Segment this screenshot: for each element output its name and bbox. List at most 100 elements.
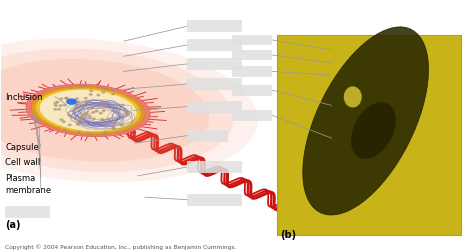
Ellipse shape	[303, 28, 428, 215]
Circle shape	[65, 98, 68, 99]
Ellipse shape	[0, 60, 210, 162]
Circle shape	[102, 102, 105, 104]
Circle shape	[83, 105, 86, 107]
Ellipse shape	[0, 49, 234, 172]
Ellipse shape	[36, 89, 141, 133]
Ellipse shape	[26, 85, 150, 137]
Circle shape	[60, 99, 63, 100]
Circle shape	[90, 91, 93, 92]
Circle shape	[102, 92, 105, 93]
Circle shape	[67, 100, 76, 105]
Bar	[187, 101, 242, 113]
Circle shape	[84, 98, 87, 100]
Bar	[5, 206, 50, 218]
Ellipse shape	[40, 90, 137, 132]
Circle shape	[64, 130, 67, 131]
Circle shape	[84, 85, 87, 87]
Circle shape	[112, 129, 115, 130]
Bar	[187, 58, 242, 71]
Circle shape	[75, 104, 78, 105]
Circle shape	[125, 113, 128, 114]
Text: Plasma: Plasma	[5, 173, 36, 182]
Bar	[232, 111, 273, 121]
Bar	[187, 79, 242, 91]
Text: Cell wall: Cell wall	[5, 158, 41, 167]
Circle shape	[79, 86, 82, 88]
Circle shape	[55, 105, 57, 107]
Circle shape	[82, 115, 85, 117]
Bar	[277, 36, 462, 235]
Circle shape	[92, 118, 95, 120]
Text: Capsule: Capsule	[5, 143, 39, 152]
Circle shape	[68, 115, 71, 117]
Ellipse shape	[31, 87, 145, 135]
Circle shape	[102, 111, 105, 112]
Circle shape	[58, 109, 61, 111]
Bar	[232, 51, 273, 61]
Circle shape	[54, 103, 57, 105]
Circle shape	[78, 121, 81, 122]
Circle shape	[56, 102, 59, 103]
Bar	[187, 194, 242, 206]
Bar	[187, 40, 242, 52]
Circle shape	[65, 98, 68, 100]
Circle shape	[89, 94, 92, 96]
Bar	[232, 36, 273, 46]
Ellipse shape	[344, 87, 362, 108]
Circle shape	[121, 105, 124, 106]
Circle shape	[63, 105, 66, 106]
Ellipse shape	[0, 39, 258, 183]
Circle shape	[81, 118, 83, 120]
Circle shape	[101, 88, 104, 89]
Circle shape	[77, 102, 80, 103]
Circle shape	[54, 109, 56, 111]
Circle shape	[78, 123, 81, 125]
Circle shape	[103, 132, 106, 133]
Circle shape	[59, 105, 62, 107]
Circle shape	[62, 121, 65, 123]
Circle shape	[80, 118, 82, 119]
Bar	[187, 21, 242, 33]
Circle shape	[102, 120, 105, 122]
Text: (a): (a)	[5, 219, 21, 229]
Text: Copyright © 2004 Pearson Education, Inc., publishing as Benjamin Cummings.: Copyright © 2004 Pearson Education, Inc.…	[5, 243, 237, 249]
Circle shape	[100, 119, 103, 121]
Circle shape	[68, 125, 71, 126]
Bar	[187, 161, 242, 173]
Circle shape	[89, 116, 91, 118]
Circle shape	[104, 89, 107, 90]
Circle shape	[85, 103, 88, 104]
Circle shape	[77, 132, 80, 133]
Circle shape	[92, 112, 95, 114]
Circle shape	[75, 99, 78, 100]
Text: Inclusion: Inclusion	[5, 93, 43, 102]
Circle shape	[73, 109, 76, 110]
Circle shape	[60, 119, 63, 121]
Circle shape	[89, 134, 91, 135]
Bar	[232, 86, 273, 96]
Circle shape	[113, 122, 116, 124]
Text: membrane: membrane	[5, 185, 52, 194]
Circle shape	[102, 134, 105, 135]
Circle shape	[91, 108, 93, 110]
Circle shape	[85, 133, 88, 134]
Circle shape	[82, 86, 85, 87]
Circle shape	[76, 124, 79, 126]
Circle shape	[100, 105, 103, 107]
Circle shape	[112, 127, 115, 129]
Circle shape	[95, 111, 98, 112]
Bar	[232, 67, 273, 77]
Circle shape	[107, 119, 109, 120]
Circle shape	[75, 105, 78, 106]
Circle shape	[85, 114, 88, 115]
Ellipse shape	[351, 103, 396, 159]
Circle shape	[84, 113, 87, 114]
Bar	[187, 130, 228, 142]
Circle shape	[120, 125, 123, 127]
Circle shape	[126, 115, 129, 116]
Circle shape	[97, 95, 100, 97]
Text: (b): (b)	[281, 229, 297, 239]
Circle shape	[69, 88, 72, 89]
Circle shape	[99, 113, 102, 114]
Circle shape	[112, 94, 115, 96]
